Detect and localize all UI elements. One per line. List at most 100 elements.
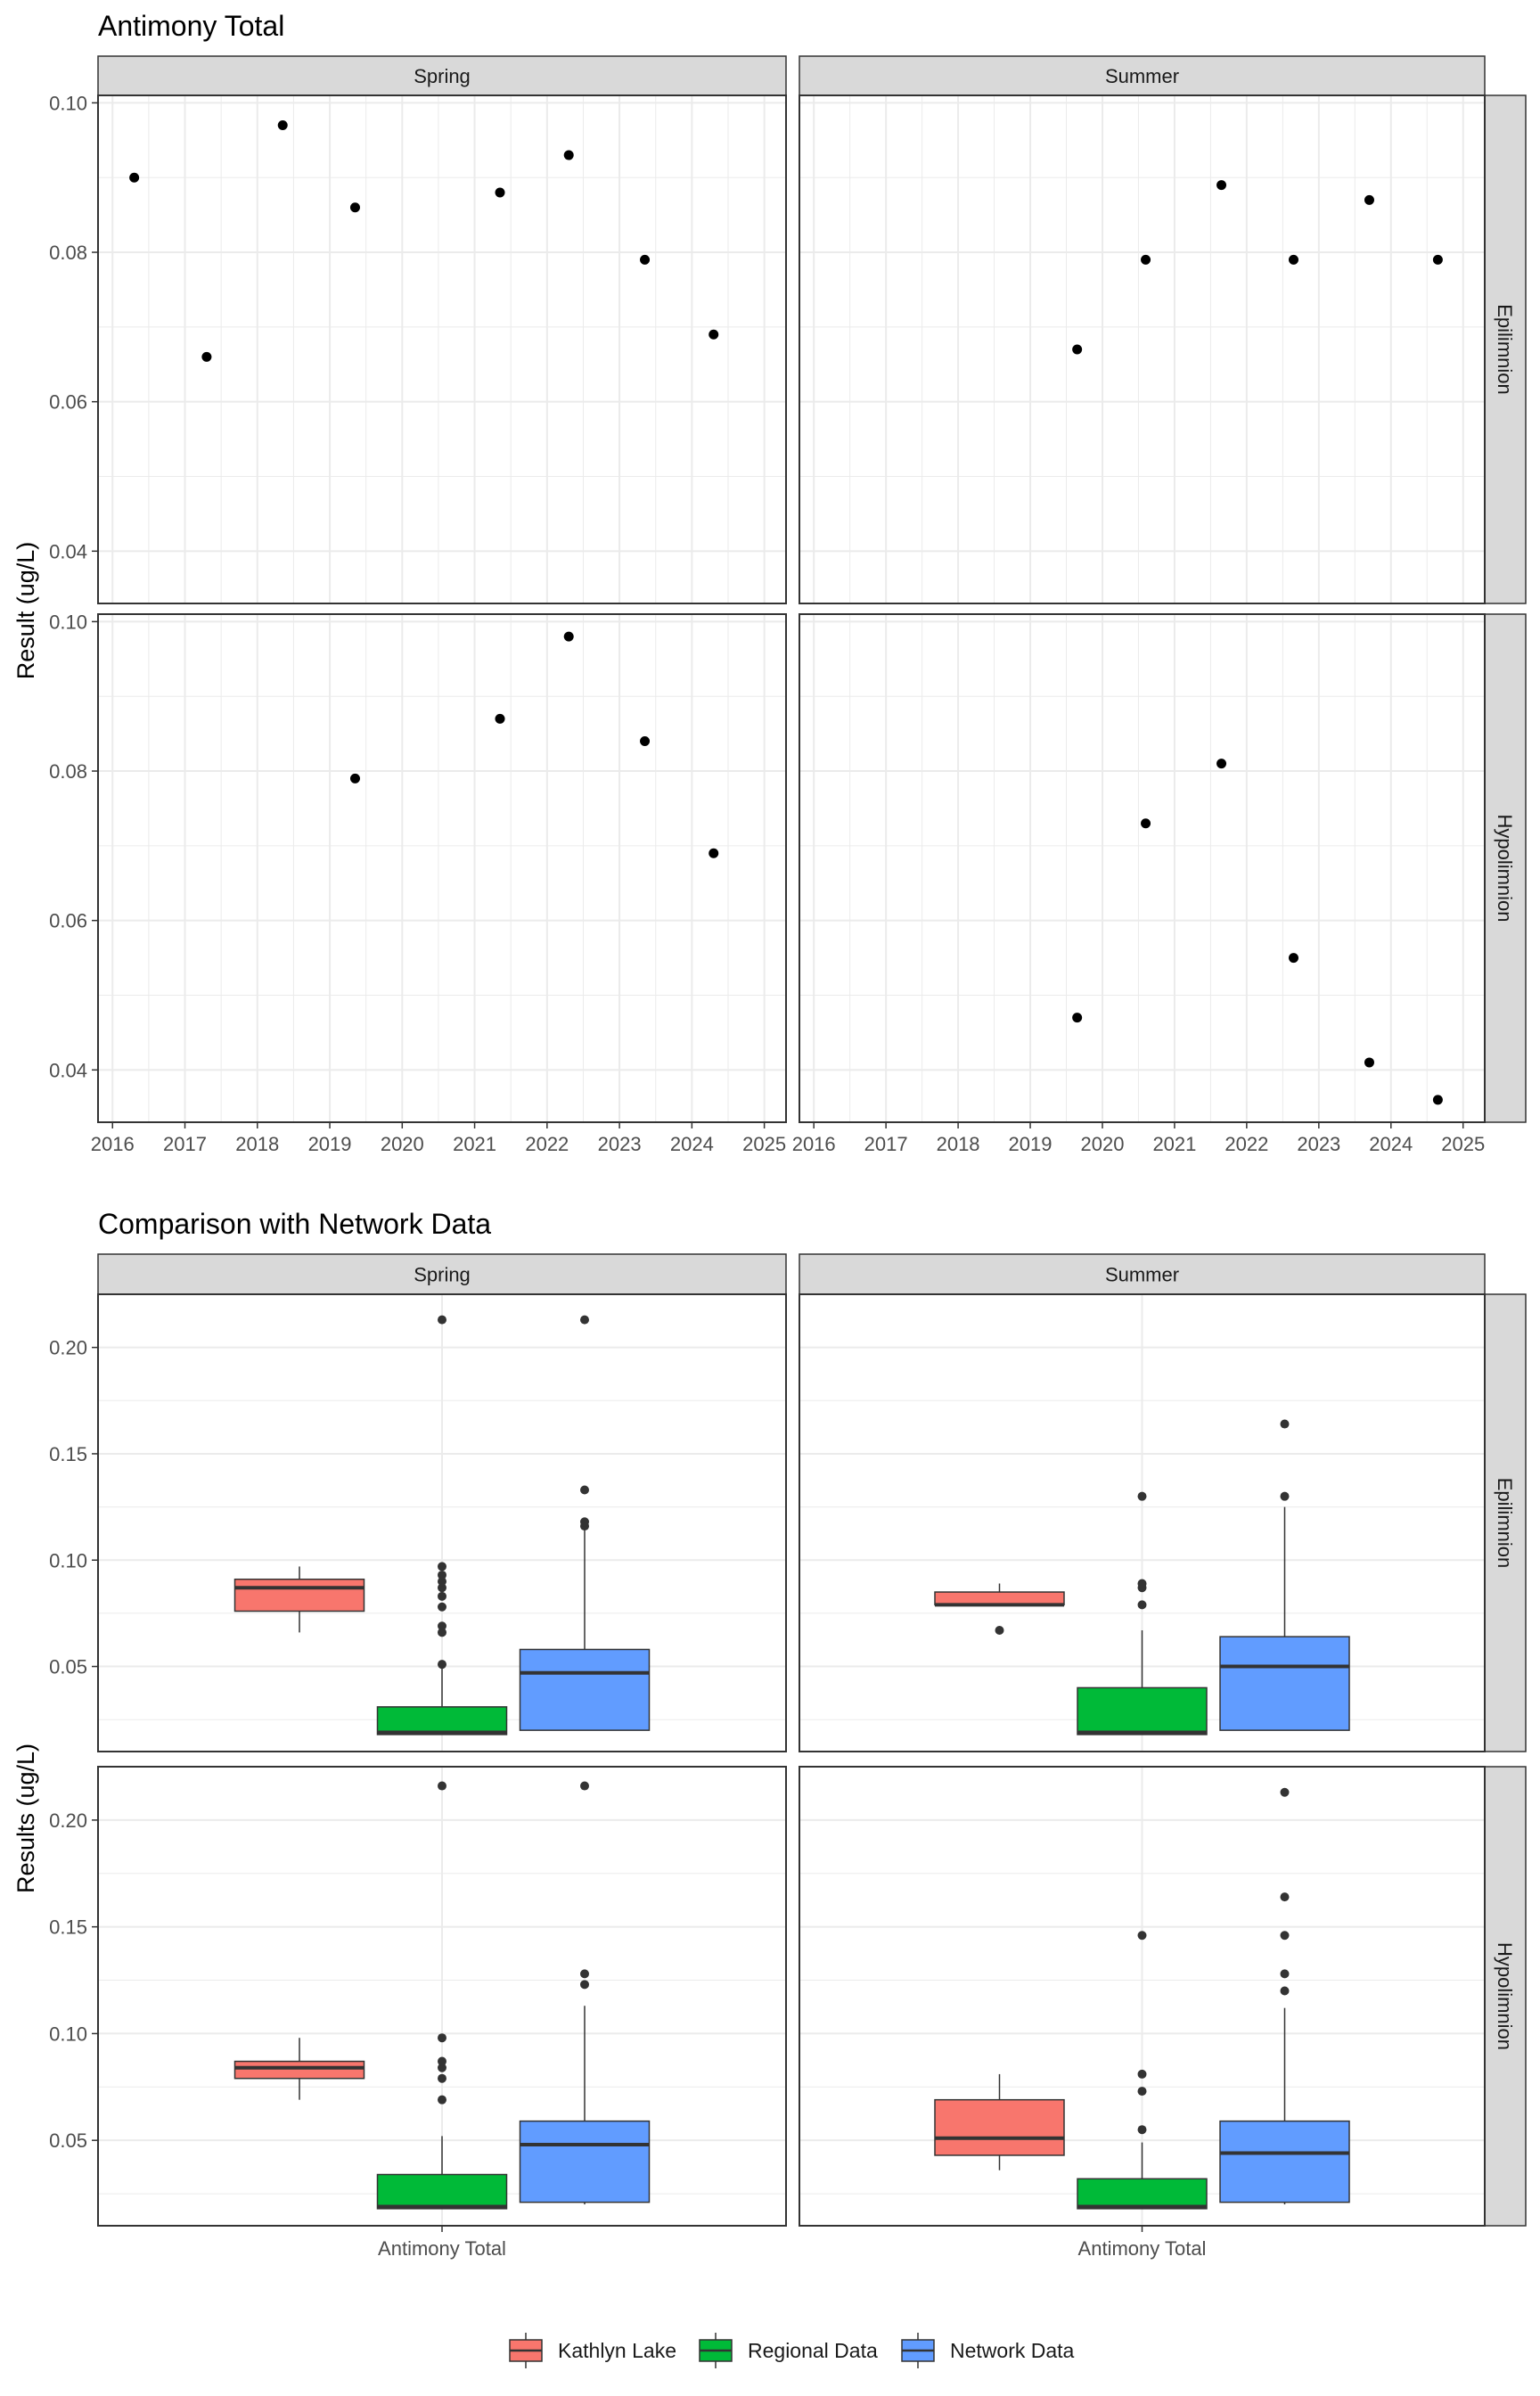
box-iqr (1219, 1636, 1350, 1731)
outlier-point (580, 1781, 589, 1791)
box-iqr (233, 1578, 365, 1612)
outlier-point (438, 2056, 446, 2066)
outlier-point (1137, 2125, 1147, 2135)
data-point (349, 202, 360, 213)
x-tick-label: 2021 (1152, 1133, 1196, 1155)
box-iqr (376, 1706, 508, 1735)
panel-hypolimnion-spring: 0.05 0.10 0.15 0.20 Antimony Total (49, 1766, 787, 2260)
y-tick-label: 0.08 (49, 242, 87, 264)
x-tick-label: 2019 (308, 1133, 352, 1155)
y-tick-label: 0.05 (49, 2129, 87, 2152)
facet-label-hypolimnion: Hypolimnion (1494, 1942, 1516, 2050)
outlier-point (438, 2033, 446, 2043)
outlier-point (438, 1570, 446, 1580)
chart-2-title: Comparison with Network Data (98, 1208, 491, 1240)
outlier-point (580, 1485, 589, 1495)
facet-label-spring: Spring (414, 1264, 471, 1286)
panel-border (799, 1293, 1486, 1752)
legend: Kathlyn Lake Regional Data Network Data (509, 2333, 1075, 2368)
data-point (1216, 759, 1227, 769)
data-point (1364, 1057, 1374, 1068)
box-regional-data (1077, 1491, 1208, 1735)
x-tick-label: 2022 (525, 1133, 569, 1155)
outlier-point (1280, 1892, 1290, 1902)
outlier-point (580, 1517, 589, 1527)
data-point (1288, 254, 1298, 265)
outlier-point (438, 1621, 446, 1631)
facet-strip-hypolimnion (1484, 613, 1527, 1123)
x-tick-label: 2017 (864, 1133, 908, 1155)
data-point (1288, 953, 1298, 964)
facet-strip-hypolimnion (1484, 1766, 1527, 2227)
x-tick-label: 2022 (1225, 1133, 1268, 1155)
panel-epilimnion-spring: 0.04 0.06 0.08 0.10 (49, 92, 787, 604)
outlier-point (438, 1781, 446, 1791)
outlier-point (1280, 1787, 1290, 1797)
x-tick-label: 2024 (1369, 1133, 1413, 1155)
x-tick-label: 2023 (1297, 1133, 1340, 1155)
box-network-data (519, 1781, 651, 2205)
x-tick-label: 2020 (381, 1133, 424, 1155)
data-point (1432, 1095, 1443, 1105)
x-tick-label: 2017 (163, 1133, 207, 1155)
facet-strip-epilimnion (1484, 94, 1527, 604)
box-iqr (376, 2173, 508, 2210)
x-tick-label: 2019 (1009, 1133, 1053, 1155)
data-point (129, 172, 140, 183)
facet-label-summer: Summer (1105, 1264, 1179, 1286)
outlier-point (438, 1562, 446, 1571)
facet-label-epilimnion: Epilimnion (1494, 304, 1516, 395)
panel-border (97, 94, 787, 604)
facet-strip-spring (97, 55, 787, 96)
outlier-point (580, 1980, 589, 1990)
box-iqr (934, 2098, 1065, 2156)
panel-border (799, 94, 1486, 604)
data-point (563, 150, 574, 160)
facet-label-epilimnion: Epilimnion (1494, 1478, 1516, 1569)
panel-hypolimnion-summer: Antimony Total (799, 1766, 1486, 2260)
y-tick-label: 0.10 (49, 2023, 87, 2045)
legend-label: Kathlyn Lake (558, 2339, 676, 2362)
x-tick-label: 2023 (598, 1133, 642, 1155)
x-tick-label: 2016 (91, 1133, 135, 1155)
y-tick-label: 0.10 (49, 1549, 87, 1571)
outlier-point (1137, 1579, 1147, 1588)
outlier-point (438, 1591, 446, 1601)
data-point (1072, 344, 1083, 355)
outlier-point (580, 1315, 589, 1325)
box-kathlyn-lake (233, 1566, 365, 1633)
x-tick-label: 2016 (792, 1133, 836, 1155)
panel-epilimnion-summer (799, 94, 1486, 604)
box-regional-data (376, 1781, 508, 2210)
y-tick-label: 0.20 (49, 1809, 87, 1832)
outlier-point (1137, 2069, 1147, 2079)
y-tick-label: 0.15 (49, 1916, 87, 1939)
panel-border (97, 613, 787, 1123)
outlier-point (438, 1315, 446, 1325)
data-point (495, 187, 505, 198)
panel-epilimnion-summer (799, 1293, 1486, 1752)
x-tick-label: 2020 (1081, 1133, 1125, 1155)
data-point (495, 713, 505, 724)
data-point (640, 736, 651, 746)
data-point (709, 329, 719, 340)
panel-background (98, 614, 786, 1122)
outlier-point (438, 1660, 446, 1670)
outlier-point (438, 1583, 446, 1593)
y-tick-label: 0.04 (49, 540, 87, 562)
legend-label: Regional Data (748, 2339, 878, 2362)
facet-strip-summer (799, 1253, 1486, 1295)
outlier-point (1280, 1969, 1290, 1979)
chart-1-title: Antimony Total (98, 10, 284, 42)
box-iqr (1077, 2178, 1208, 2210)
box-kathlyn-lake (233, 2038, 365, 2100)
data-point (709, 848, 719, 858)
outlier-point (1137, 1931, 1147, 1941)
box-iqr (519, 1648, 651, 1731)
panel-background (799, 95, 1485, 603)
x-tick-label: 2018 (937, 1133, 980, 1155)
outlier-point (1137, 1491, 1147, 1501)
data-point (1141, 818, 1151, 829)
legend-item-regional-data: Regional Data (699, 2333, 878, 2368)
